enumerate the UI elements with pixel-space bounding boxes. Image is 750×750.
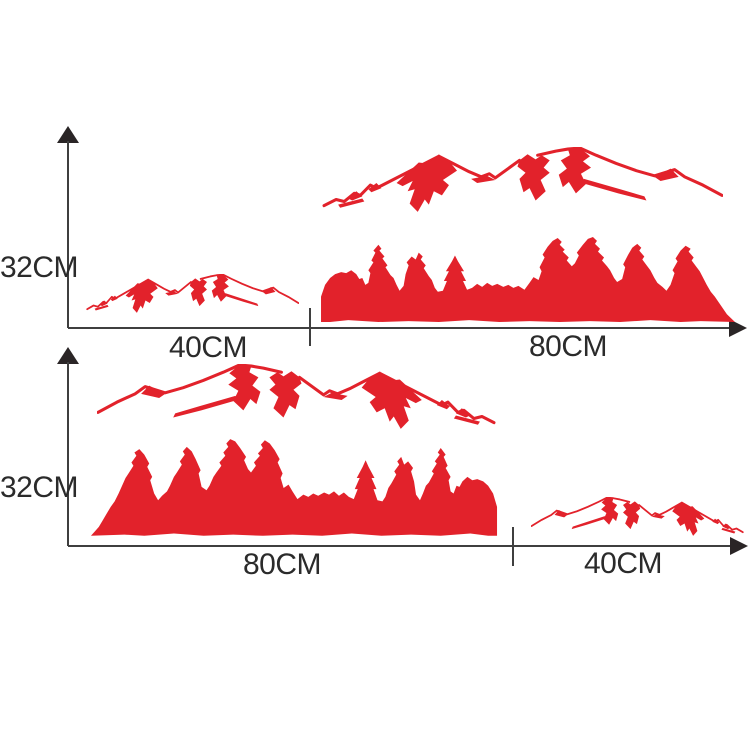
bottom-y-axis-line: [67, 362, 69, 546]
top-width-label-80cm: 80CM: [528, 330, 608, 363]
bottom-x-axis-line: [68, 545, 731, 547]
forest-treeline-decal: [321, 236, 735, 323]
top-width-label-40cm: 40CM: [168, 331, 248, 364]
top-x-axis-line: [68, 327, 730, 329]
bottom-width-label-40cm: 40CM: [583, 547, 663, 580]
top-x-axis-arrow-icon: [729, 319, 747, 337]
bottom-x-axis-arrow-icon: [730, 537, 748, 555]
small-mountain-range-decal: [86, 274, 299, 314]
bottom-y-axis-arrow-icon: [57, 347, 79, 364]
bottom-segment-tick: [512, 527, 514, 566]
large-mountain-range-decal-mirrored: [97, 364, 496, 431]
top-y-axis-line: [67, 141, 69, 328]
top-segment-tick: [309, 308, 311, 346]
top-y-axis-arrow-icon: [57, 126, 79, 143]
top-height-label: 32CM: [0, 251, 79, 284]
forest-treeline-decal-mirrored: [90, 439, 498, 536]
large-mountain-range-decal: [322, 147, 723, 214]
bottom-height-label: 32CM: [0, 471, 79, 504]
bottom-width-label-80cm: 80CM: [242, 548, 322, 581]
small-mountain-range-decal-mirrored: [531, 497, 744, 537]
